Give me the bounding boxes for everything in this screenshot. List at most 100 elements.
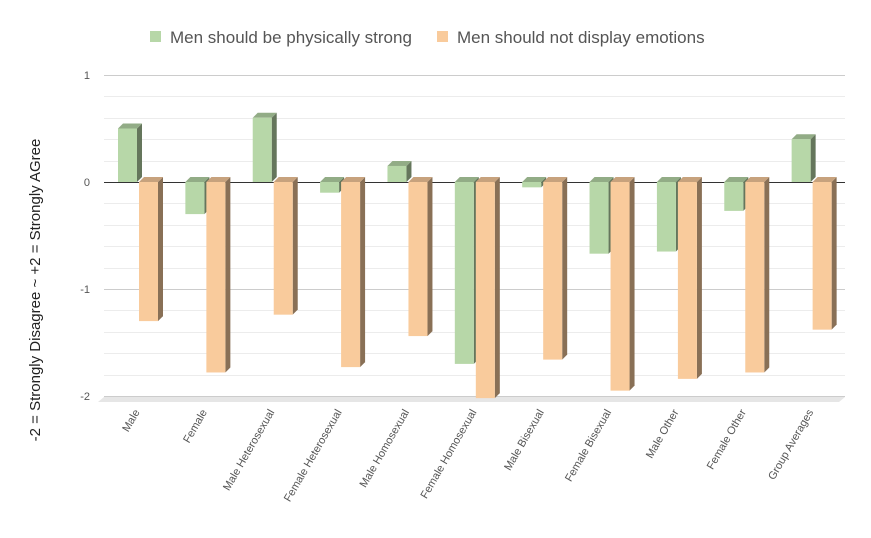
y-axis-label: -2 = Strongly Disagree ~ +2 = Strongly A… — [27, 139, 44, 442]
x-tick-label: Female Other — [705, 407, 749, 472]
bar-top — [320, 177, 345, 182]
bar — [341, 182, 361, 368]
bar-side — [427, 177, 433, 337]
bar-group — [791, 134, 816, 182]
bar-group — [745, 177, 770, 373]
bars — [118, 112, 837, 399]
bar-side — [629, 177, 635, 391]
bar-group — [185, 177, 210, 215]
bar — [475, 182, 495, 399]
bar — [273, 182, 293, 315]
bar — [185, 182, 205, 215]
bar-top — [273, 177, 298, 182]
bar — [724, 182, 744, 211]
x-axis-categories: Male Female Male Heterosexual Female Hetero… — [120, 407, 816, 504]
bar-side — [831, 177, 837, 330]
bar-top — [475, 177, 500, 182]
bar-group — [206, 177, 231, 373]
bar-top — [745, 177, 770, 182]
bar — [745, 182, 765, 373]
bar-group — [475, 177, 500, 399]
bar — [522, 182, 542, 188]
bar-top — [387, 160, 412, 166]
legend-swatch — [150, 31, 161, 42]
bar-group — [589, 177, 614, 254]
legend: Men should be physically strong Men shoul… — [150, 28, 705, 47]
bar — [677, 182, 697, 379]
bar-side — [271, 112, 277, 182]
x-tick-label: Female Heterosexual — [282, 408, 345, 505]
bar-top — [118, 123, 142, 129]
bar-top — [408, 177, 433, 182]
bar-group — [724, 177, 749, 211]
bar-side — [696, 177, 702, 379]
bar — [139, 182, 158, 322]
bar — [791, 139, 811, 182]
bar-group — [610, 177, 635, 391]
x-tick-label: Female — [181, 408, 210, 446]
bar-side — [494, 177, 500, 399]
bar-group — [543, 177, 568, 360]
bar-group — [812, 177, 837, 330]
bar-group — [341, 177, 366, 368]
bar-side — [292, 177, 298, 315]
y-tick-label: -1 — [80, 284, 90, 296]
bar-side — [810, 134, 816, 182]
bar — [656, 182, 676, 252]
x-tick-label: Female Bisexual — [563, 408, 614, 484]
x-tick-label: Male Other — [644, 407, 682, 460]
bar-top — [610, 177, 635, 182]
bar — [118, 128, 137, 182]
x-tick-label: Male Homosexual — [358, 408, 412, 490]
bar-side — [406, 160, 412, 182]
bar-group — [408, 177, 433, 337]
x-tick-label: Female Homosexual — [419, 408, 480, 501]
bar-top — [656, 177, 681, 182]
legend-swatch — [437, 31, 448, 42]
bar-group — [656, 177, 681, 252]
y-tick-label: -2 — [80, 391, 90, 403]
x-tick-label: Male Heterosexual — [221, 408, 277, 493]
bar-group — [118, 123, 142, 182]
bar — [610, 182, 630, 391]
bar-top — [589, 177, 614, 182]
bar-top — [454, 177, 479, 182]
bar — [543, 182, 563, 360]
bar-group — [139, 177, 163, 322]
bar-top — [543, 177, 568, 182]
bar — [320, 182, 340, 193]
bar-side — [158, 177, 163, 322]
bar-top — [252, 112, 277, 118]
x-tick-label: Male Bisexual — [502, 408, 547, 473]
y-axis-ticks: 1 0 -1 -2 — [80, 70, 90, 403]
bar — [812, 182, 832, 330]
bar-side — [360, 177, 366, 368]
bar-top — [139, 177, 163, 182]
bar-group — [522, 177, 547, 188]
bar-top — [677, 177, 702, 182]
bar — [408, 182, 428, 337]
bar-group — [320, 177, 345, 193]
bar-top — [724, 177, 749, 182]
bar — [206, 182, 226, 373]
bar-group — [252, 112, 277, 182]
bar-group — [273, 177, 298, 315]
bar-top — [812, 177, 837, 182]
bar — [589, 182, 609, 254]
x-tick-label: Group Averages — [766, 407, 816, 482]
bar-group — [387, 160, 412, 182]
bar — [454, 182, 474, 364]
bar-side — [225, 177, 231, 373]
legend-label: Men should be physically strong — [170, 28, 412, 47]
y-tick-label: 1 — [84, 70, 90, 82]
bar-top — [341, 177, 366, 182]
bar-top — [522, 177, 547, 182]
x-tick-label: Male — [120, 408, 142, 435]
bar-top — [185, 177, 210, 182]
bar-top — [791, 134, 816, 140]
bar-group — [454, 177, 479, 364]
bar — [387, 165, 407, 182]
bar-side — [562, 177, 568, 360]
y-tick-label: 0 — [84, 177, 90, 189]
